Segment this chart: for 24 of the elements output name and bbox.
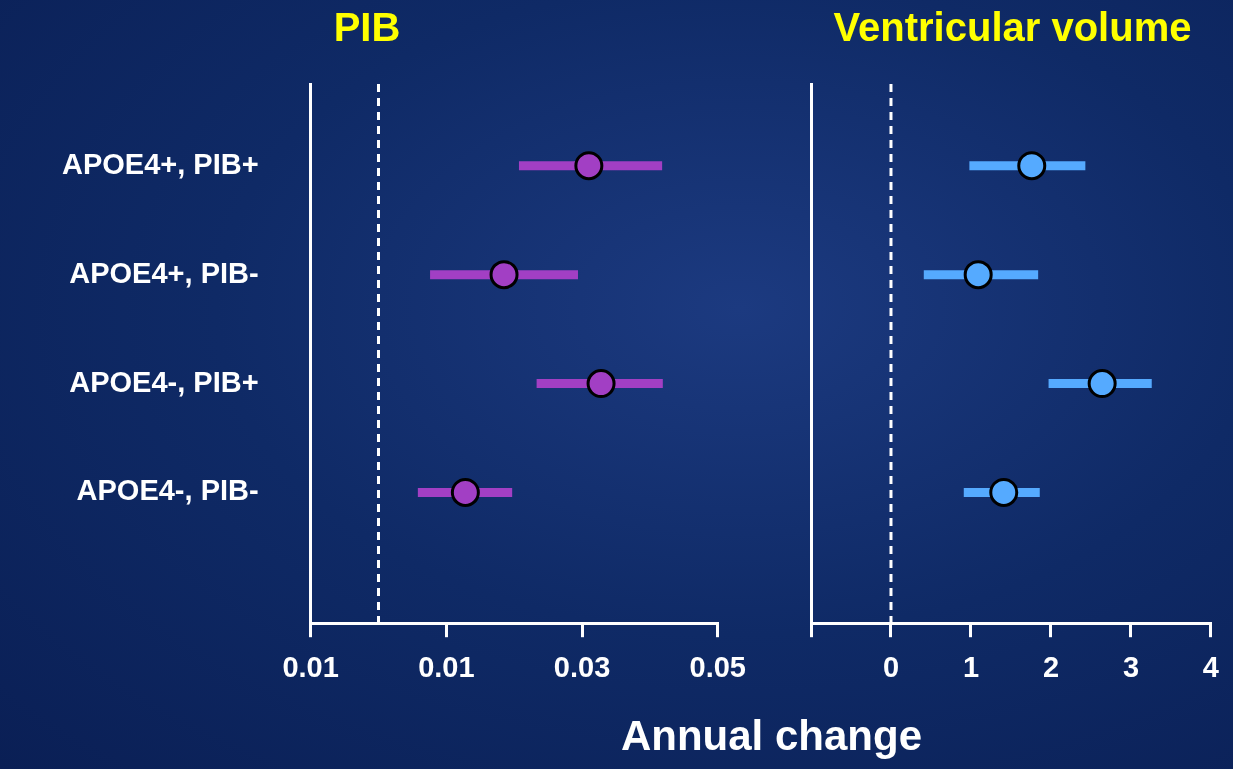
x-tick-label: 0 bbox=[882, 650, 900, 683]
x-tick-label: 0.01 bbox=[282, 650, 339, 683]
y-tick-label: APOE4+, PIB+ bbox=[61, 147, 259, 180]
chart-title: PIB bbox=[333, 5, 401, 50]
point bbox=[586, 369, 616, 399]
point bbox=[450, 477, 480, 507]
x-tick-label: 1 bbox=[962, 650, 980, 683]
point bbox=[989, 477, 1019, 507]
x-tick-label: 0.05 bbox=[689, 650, 747, 683]
y-tick-label: APOE4-, PIB+ bbox=[69, 365, 259, 398]
point bbox=[1087, 369, 1117, 399]
x-tick-label: 0.01 bbox=[418, 650, 475, 683]
x-tick-label: 2 bbox=[1042, 650, 1060, 683]
point bbox=[489, 260, 519, 290]
point bbox=[574, 151, 604, 181]
point bbox=[1017, 151, 1047, 181]
x-tick-label: 0.03 bbox=[553, 650, 611, 683]
point bbox=[963, 260, 993, 290]
y-tick-label: APOE4+, PIB- bbox=[69, 256, 259, 289]
x-tick-label: 3 bbox=[1122, 650, 1140, 683]
x-tick-label: 4 bbox=[1202, 650, 1220, 683]
y-tick-label: APOE4-, PIB- bbox=[76, 474, 259, 507]
chart-title: Ventricular volume bbox=[833, 5, 1192, 50]
x-axis-title: Annual change bbox=[619, 712, 923, 760]
